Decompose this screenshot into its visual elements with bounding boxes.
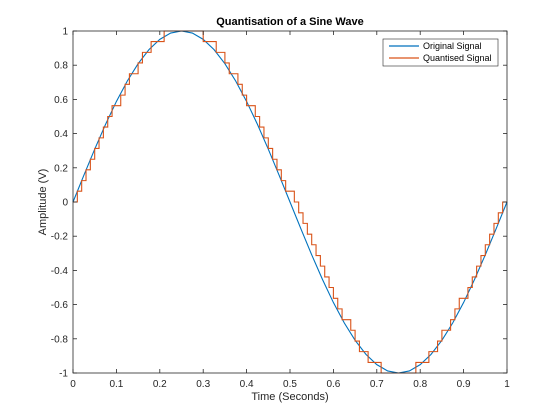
y-tick-label: -0.8 — [51, 334, 69, 345]
original-signal-line — [72, 30, 508, 374]
x-tick-label: 0 — [70, 379, 76, 390]
legend-label-quantised: Quantised Signal — [423, 53, 492, 63]
x-tick-label: 0.2 — [153, 379, 167, 390]
quantised-signal-line — [73, 30, 507, 374]
x-tick-label: 0.6 — [326, 379, 340, 390]
x-tick-label: 0.4 — [240, 379, 254, 390]
y-tick-label: 0 — [62, 198, 68, 209]
x-tick-label: 0.8 — [413, 379, 427, 390]
axes-box — [72, 30, 508, 374]
x-tick-label: 1 — [504, 379, 510, 390]
y-tick-label: -0.2 — [51, 232, 69, 243]
x-axis-label: Time (Seconds) — [251, 391, 328, 403]
legend-label-original: Original Signal — [423, 41, 482, 51]
x-tick-label: 0.5 — [283, 379, 297, 390]
y-tick-label: 0.4 — [54, 129, 68, 140]
x-tick-label: 0.7 — [370, 379, 384, 390]
y-tick-label: -1 — [59, 369, 68, 380]
y-tick-label: -0.4 — [51, 266, 69, 277]
x-tick-label: 0.3 — [196, 379, 210, 390]
ticks-layer: 0 0.1 0.2 0.3 0.4 0.5 0.6 0.7 0.8 0.9 1 -1 -0.8 -0.6 -… — [51, 27, 510, 391]
legend-box — [382, 38, 499, 67]
y-axis-label: Amplitude (V) — [37, 169, 49, 236]
chart-title: Quantisation of a Sine Wave — [216, 16, 364, 28]
legend: Original Signal Quantised Signal — [382, 38, 499, 67]
x-tick-label: 0.1 — [109, 379, 123, 390]
y-tick-label: 0.6 — [54, 95, 68, 106]
series-layer — [72, 30, 508, 374]
y-tick-label: 0.2 — [54, 163, 68, 174]
y-tick-label: 1 — [62, 27, 68, 38]
y-tick-label: -0.6 — [51, 300, 69, 311]
y-tick-label: 0.8 — [54, 61, 68, 72]
x-tick-label: 0.9 — [457, 379, 471, 390]
